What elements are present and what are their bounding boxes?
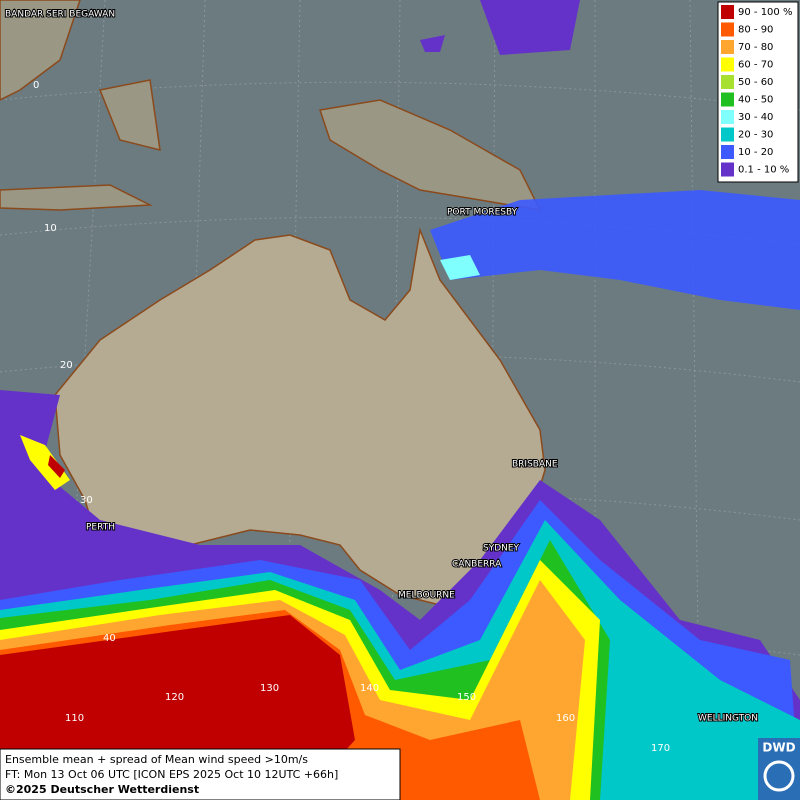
grid-label: 20 (60, 360, 73, 371)
legend-swatch (721, 5, 734, 19)
logo-text: DWD (762, 741, 795, 755)
city-label: PORT MORESBY (447, 208, 518, 218)
caption-line: FT: Mon 13 Oct 06 UTC [ICON EPS 2025 Oct… (5, 768, 338, 781)
legend-label: 60 - 70 (738, 60, 773, 71)
city-label: BANDAR SERI BEGAWAN (5, 10, 115, 20)
grid-label: 120 (165, 692, 184, 703)
grid-label: 40 (103, 633, 116, 644)
grid-label: 130 (260, 683, 279, 694)
legend-swatch (721, 127, 734, 142)
grid-label: 140 (360, 683, 379, 694)
grid-label: 30 (80, 495, 93, 506)
legend-label: 20 - 30 (738, 130, 773, 141)
legend-swatch (721, 92, 734, 107)
grid-label: 170 (651, 743, 670, 754)
city-label: WELLINGTON (698, 714, 758, 724)
legend-label: 50 - 60 (738, 77, 773, 88)
legend-swatch (721, 145, 734, 159)
grid-label: 10 (44, 223, 57, 234)
legend-label: 0.1 - 10 % (738, 165, 789, 176)
legend-swatch (721, 75, 734, 89)
city-label: BRISBANE (512, 460, 558, 470)
legend-label: 30 - 40 (738, 112, 773, 123)
grid-label: 150 (457, 692, 476, 703)
legend-label: 40 - 50 (738, 95, 773, 106)
legend-label: 70 - 80 (738, 42, 773, 53)
city-label: MELBOURNE (398, 591, 455, 601)
logo-icon (763, 760, 795, 792)
caption-line: ©2025 Deutscher Wetterdienst (5, 783, 199, 796)
grid-label: 0 (33, 80, 39, 91)
grid-label: 110 (65, 713, 84, 724)
legend-swatch (721, 22, 734, 37)
city-label: SYDNEY (483, 544, 520, 554)
caption-box (0, 748, 401, 801)
legend-swatch (721, 40, 734, 54)
legend-label: 90 - 100 % (738, 7, 792, 18)
legend-label: 10 - 20 (738, 147, 773, 158)
caption-line: Ensemble mean + spread of Mean wind spee… (5, 753, 308, 766)
legend-swatch (721, 110, 734, 124)
legend-label: 80 - 90 (738, 25, 773, 36)
grid-label: 160 (556, 713, 575, 724)
city-label: CANBERRA (452, 560, 502, 570)
city-label: PERTH (86, 523, 115, 533)
legend: 90 - 100 % 80 - 90 70 - 80 60 - 70 50 - 60 40… (717, 1, 799, 183)
legend-swatch (721, 162, 734, 177)
legend-swatch (721, 57, 734, 72)
